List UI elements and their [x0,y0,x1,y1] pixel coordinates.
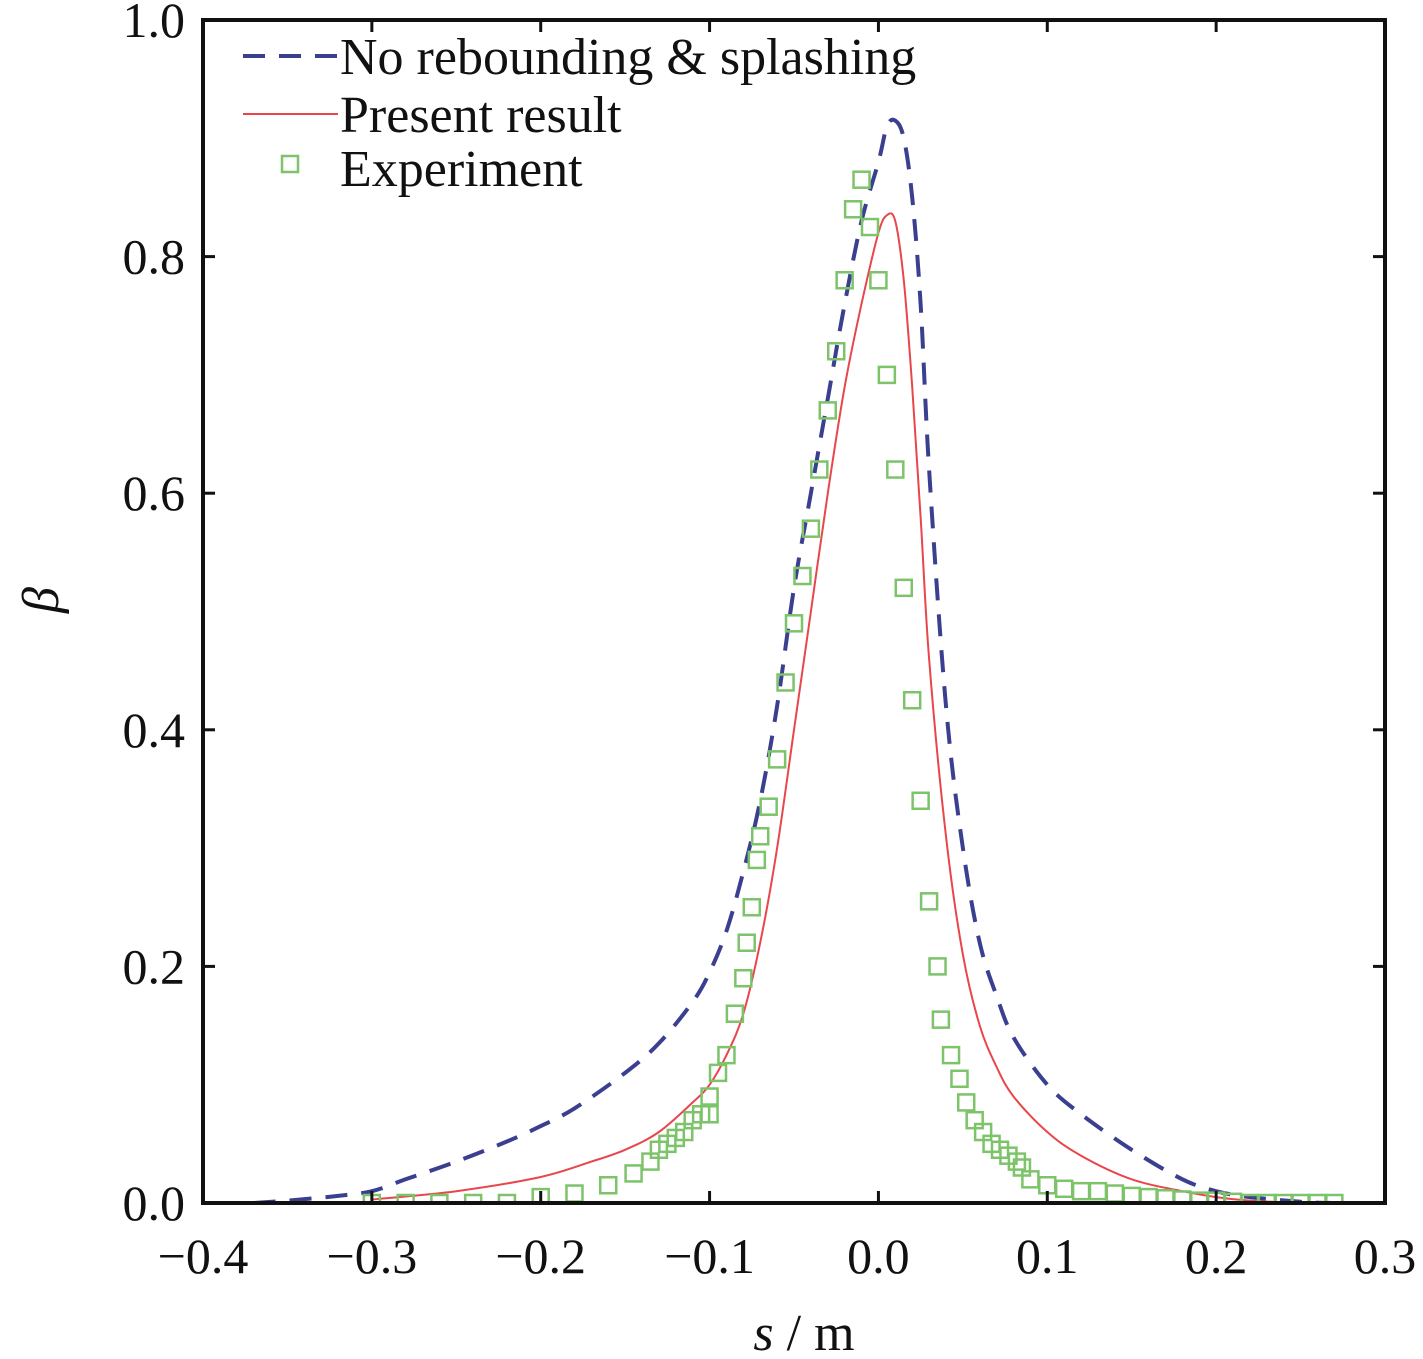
experiment-point [717,1045,736,1065]
series-line-present-result [371,212,1301,1203]
x-tick-label: −0.4 [158,1228,249,1284]
experiment-point [902,690,922,710]
experiment-point [928,957,947,976]
legend-label: No rebounding & splashing [340,29,916,86]
experiment-point [784,614,804,633]
experiment-point [931,1010,951,1029]
experiment-point [1257,1193,1277,1203]
experiment-point [886,460,905,479]
experiment-point [1007,1152,1027,1171]
experiment-point [708,1063,728,1083]
experiment-point [1240,1193,1260,1203]
experiment-point [725,1004,745,1023]
experiment-point [1054,1179,1074,1199]
experiment-point [624,1164,643,1183]
experiment-point [1274,1193,1293,1203]
experiment-point [1105,1184,1125,1203]
x-axis-label: s / m [753,1305,854,1359]
experiment-point [810,460,829,479]
experiment-point [818,401,838,420]
experiment-point [801,519,821,538]
experiment-point [950,1069,969,1089]
experiment-point [759,797,778,816]
plot-frame [201,18,1387,1205]
experiment-point [835,271,854,290]
experiment-point [430,1193,449,1203]
experiment-point [1291,1193,1310,1203]
experiment-point [1038,1176,1057,1195]
experiment-point [531,1187,550,1203]
y-tick-label: 1.0 [123,0,186,48]
experiment-point [860,217,880,237]
y-tick-label: 0.2 [123,938,186,994]
experiment-point [734,968,753,988]
experiment-point [750,827,770,846]
x-tick-label: −0.3 [327,1228,418,1284]
experiment-point [1071,1181,1091,1201]
experiment-point [767,750,787,769]
experiment-point [1088,1181,1108,1201]
experiment-point [776,673,795,692]
legend-label: Present result [340,87,622,144]
experiment-point [877,365,897,385]
experiment-point [1325,1193,1344,1203]
experiment-point [1308,1193,1327,1203]
experiment-point [941,1045,961,1065]
y-tick-label: 0.8 [123,229,186,285]
x-tick-label: 0.2 [1185,1228,1248,1284]
x-tick-label: −0.2 [495,1228,586,1284]
legend-label: Experiment [340,141,583,198]
y-tick-label: 0.0 [123,1175,186,1231]
x-tick-label: −0.1 [664,1228,755,1284]
experiment-point [852,170,871,189]
x-tick-label: 0.3 [1354,1228,1417,1284]
x-axis-unit: / m [774,1305,855,1359]
experiment-point [742,898,762,917]
plot-area [253,117,1344,1203]
experiment-point [463,1193,483,1203]
experiment-point [700,1087,719,1106]
experiment-point [396,1193,415,1203]
experiment-point [843,200,863,219]
y-tick-label: 0.6 [123,465,186,521]
experiment-point [919,892,939,911]
x-tick-label: 0.0 [847,1228,910,1284]
experiment-point [911,791,930,811]
experiment-point [497,1193,517,1203]
y-tick-label: 0.4 [123,702,186,758]
x-tick-label: 0.1 [1016,1228,1079,1284]
experiment-point [737,933,756,952]
experiment-point [565,1184,584,1203]
experiment-point [747,850,767,870]
experiment-point [869,271,888,290]
experiment-point [599,1176,618,1195]
experiment-point [1173,1190,1192,1203]
y-axis-label: β [13,587,70,614]
experiment-point [894,578,914,598]
experiment-point [700,1105,719,1124]
experiment-point [956,1093,976,1112]
experiment-point [826,341,846,361]
axes: −0.4 −0.3 −0.2 −0.1 0.0 0.1 0.2 0.3 0.0 0.2 0.4 0.6… [13,0,1416,1359]
x-axis-symbol: s [753,1305,773,1359]
series-line-no-rebounding [253,117,1335,1203]
experiment-markers [362,170,1344,1203]
legend-swatch-marker [280,154,300,174]
experiment-point [793,566,812,586]
